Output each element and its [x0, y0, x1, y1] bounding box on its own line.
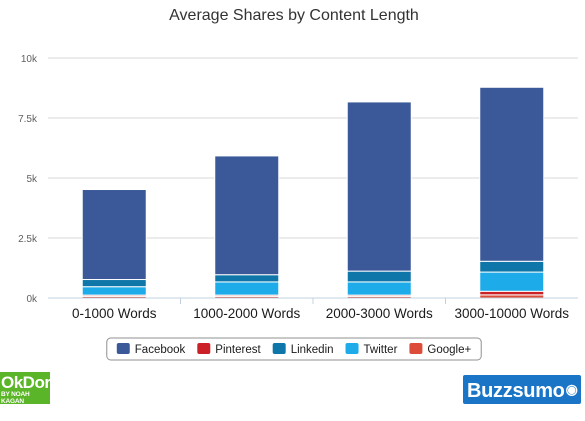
y-tick-label: 5k — [26, 174, 38, 185]
legend-swatch-pinterest[interactable] — [197, 343, 211, 354]
legend-swatch-google[interactable] — [409, 343, 423, 354]
okdork-logo: OkDork BY NOAH KAGAN — [0, 372, 60, 405]
y-tick-label: 10k — [21, 54, 38, 65]
bar-linkedin-1 — [81, 279, 147, 288]
legend-label-google[interactable]: Google+ — [427, 344, 471, 356]
x-tick-label: 3000-10000 Words — [454, 306, 569, 321]
legend-swatch-twitter[interactable] — [345, 343, 359, 354]
x-tick-label: 0-1000 Words — [72, 306, 157, 321]
buzzsumo-logo: Buzzsumo◉ — [463, 375, 581, 404]
bar-twitter-4 — [479, 271, 545, 292]
legend-label-pinterest[interactable]: Pinterest — [215, 344, 261, 356]
x-tick-label: 1000-2000 Words — [193, 306, 300, 321]
legend-swatch-facebook[interactable] — [116, 343, 130, 354]
bar-linkedin-4 — [479, 260, 545, 273]
bar-facebook-4 — [479, 86, 545, 262]
y-axis-ticks: 0k 2.5k 5k 7.5k 10k — [18, 54, 38, 305]
legend-swatch-linkedin[interactable] — [272, 343, 286, 354]
okdork-logo-text: OkDork — [1, 373, 60, 392]
bar-facebook-2 — [214, 155, 280, 276]
bar-twitter-3 — [346, 281, 412, 296]
okdork-logo-subtext: BY NOAH KAGAN — [1, 391, 30, 405]
y-tick-label: 7.5k — [18, 114, 38, 125]
bar-twitter-1 — [81, 286, 147, 296]
bar-facebook-3 — [346, 101, 412, 272]
legend-label-facebook[interactable]: Facebook — [135, 344, 186, 356]
x-tick-label: 2000-3000 Words — [326, 306, 433, 321]
legend-label-twitter[interactable]: Twitter — [364, 344, 398, 356]
chart-title: Average Shares by Content Length — [169, 7, 419, 24]
wifi-icon: ◉ — [565, 381, 578, 397]
legend[interactable]: Facebook Pinterest Linkedin Twitter Google+ — [106, 337, 482, 361]
x-axis-ticks: 0-1000 Words 1000-2000 Words 2000-3000 Wor… — [72, 298, 569, 321]
bar-pinterest-4 — [479, 290, 545, 296]
bar-linkedin-3 — [346, 270, 412, 283]
bars — [81, 86, 545, 299]
buzzsumo-logo-text: Buzzsumo — [467, 380, 565, 402]
legend-label-linkedin[interactable]: Linkedin — [291, 344, 334, 356]
bar-linkedin-2 — [214, 274, 280, 283]
bar-twitter-2 — [214, 281, 280, 296]
y-tick-label: 0k — [26, 294, 38, 305]
y-tick-label: 2.5k — [18, 234, 38, 245]
bar-facebook-1 — [81, 189, 147, 281]
